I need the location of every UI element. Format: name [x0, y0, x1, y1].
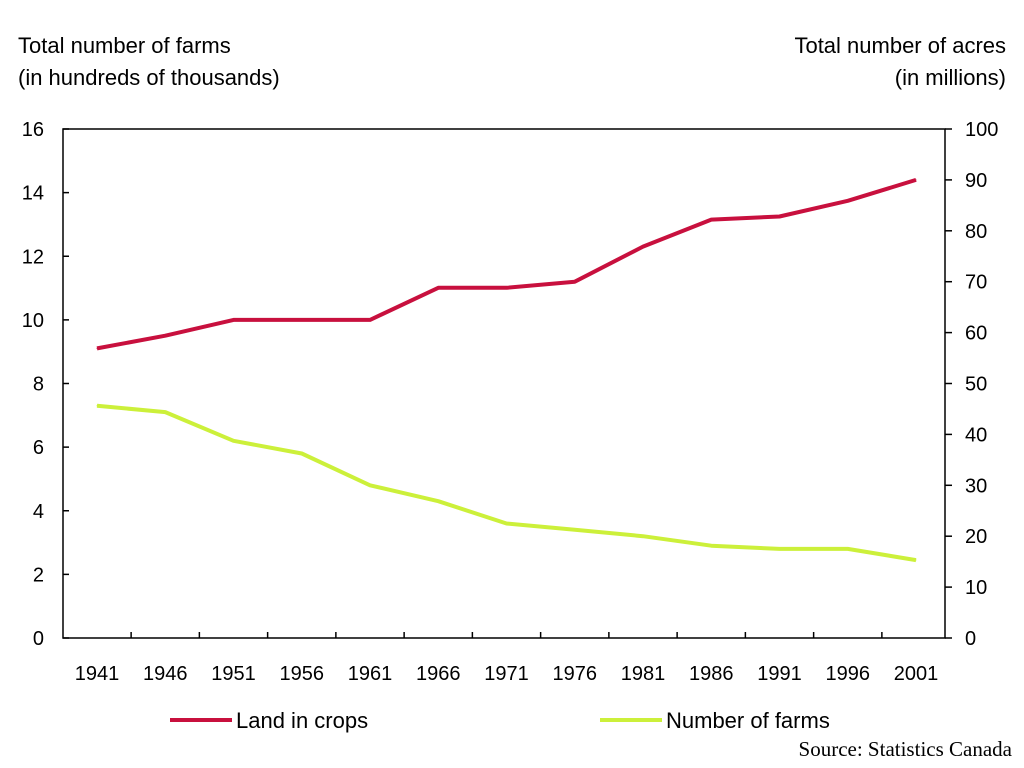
- right-tick-label: 40: [965, 424, 987, 446]
- x-tick-label: 1956: [280, 663, 325, 685]
- data-point: [301, 452, 303, 454]
- x-tick-label: 1986: [689, 663, 734, 685]
- left-tick-label: 8: [33, 374, 44, 396]
- x-tick-label: 1946: [143, 663, 188, 685]
- left-tick-label: 4: [33, 501, 44, 523]
- x-tick-label: 1981: [621, 663, 666, 685]
- data-point: [779, 216, 780, 218]
- series-line-number-of-farms: [96, 403, 917, 563]
- x-tick-label: 2001: [894, 663, 939, 685]
- right-tick-label: 50: [965, 374, 987, 396]
- data-point: [437, 287, 439, 289]
- data-point: [233, 440, 234, 442]
- data-point: [915, 559, 917, 561]
- data-point: [710, 219, 712, 221]
- data-point: [710, 545, 712, 547]
- legend: Land in crops Number of farms: [170, 708, 830, 733]
- x-tick-label: 1951: [211, 663, 256, 685]
- data-point: [369, 484, 371, 486]
- x-tick-label: 1966: [416, 663, 461, 685]
- data-point: [96, 347, 98, 349]
- right-axis-title: Total number of acres (in millions): [794, 30, 1006, 94]
- right-tick-label: 10: [965, 577, 987, 599]
- left-axis-title-line1: Total number of farms: [18, 33, 231, 58]
- x-tick-label: 1991: [757, 663, 802, 685]
- series-lines: [96, 177, 917, 563]
- x-tick-label: 1996: [826, 663, 871, 685]
- data-point: [96, 405, 98, 407]
- data-point: [847, 548, 849, 550]
- right-axis-title-line1: Total number of acres: [794, 33, 1006, 58]
- data-point: [506, 522, 507, 524]
- left-tick-label: 10: [22, 310, 44, 332]
- left-axis-title: Total number of farms (in hundreds of th…: [18, 30, 280, 94]
- legend-label: Number of farms: [666, 708, 830, 733]
- data-point: [847, 200, 849, 202]
- data-point: [164, 335, 166, 337]
- data-point: [301, 319, 303, 321]
- data-point: [437, 500, 439, 502]
- x-axis: 1941 1946 1951 1956 1961 1966 1971 1976 1981 1986…: [75, 632, 939, 685]
- right-tick-label: 60: [965, 323, 987, 345]
- legend-label: Land in crops: [236, 708, 368, 733]
- left-tick-label: 6: [33, 437, 44, 459]
- data-point: [574, 281, 576, 283]
- right-axis-title-line2: (in millions): [894, 65, 1006, 90]
- left-tick-label: 12: [22, 246, 44, 268]
- right-tick-label: 70: [965, 272, 987, 294]
- left-axis-title-line2: (in hundreds of thousands): [18, 65, 280, 90]
- plot-frame: [62, 128, 946, 639]
- x-tick-label: 1961: [348, 663, 393, 685]
- left-axis: 0 2 4 6 8 10 12 14 16: [22, 119, 69, 650]
- data-point: [574, 529, 576, 531]
- data-point: [369, 319, 371, 321]
- right-tick-label: 0: [965, 628, 976, 650]
- data-point: [779, 548, 780, 550]
- data-point: [642, 535, 644, 537]
- x-tick-label: 1971: [484, 663, 529, 685]
- x-tick-label: 1941: [75, 663, 120, 685]
- right-tick-label: 20: [965, 526, 987, 548]
- data-point: [164, 411, 166, 413]
- data-point: [915, 179, 917, 181]
- data-point: [233, 319, 234, 321]
- right-tick-label: 80: [965, 221, 987, 243]
- right-tick-label: 100: [965, 119, 998, 141]
- data-point: [506, 287, 507, 289]
- left-tick-label: 16: [22, 119, 44, 141]
- right-axis: 0 10 20 30 40 50 60 70 80 90 100: [945, 119, 998, 650]
- right-tick-label: 30: [965, 475, 987, 497]
- left-tick-label: 0: [33, 628, 44, 650]
- left-tick-label: 2: [33, 564, 44, 586]
- right-tick-label: 90: [965, 170, 987, 192]
- source-note: Source: Statistics Canada: [798, 737, 1012, 761]
- data-point: [642, 246, 644, 248]
- series-line-land-in-crops: [96, 177, 917, 351]
- x-tick-label: 1976: [553, 663, 598, 685]
- left-tick-label: 14: [22, 183, 44, 205]
